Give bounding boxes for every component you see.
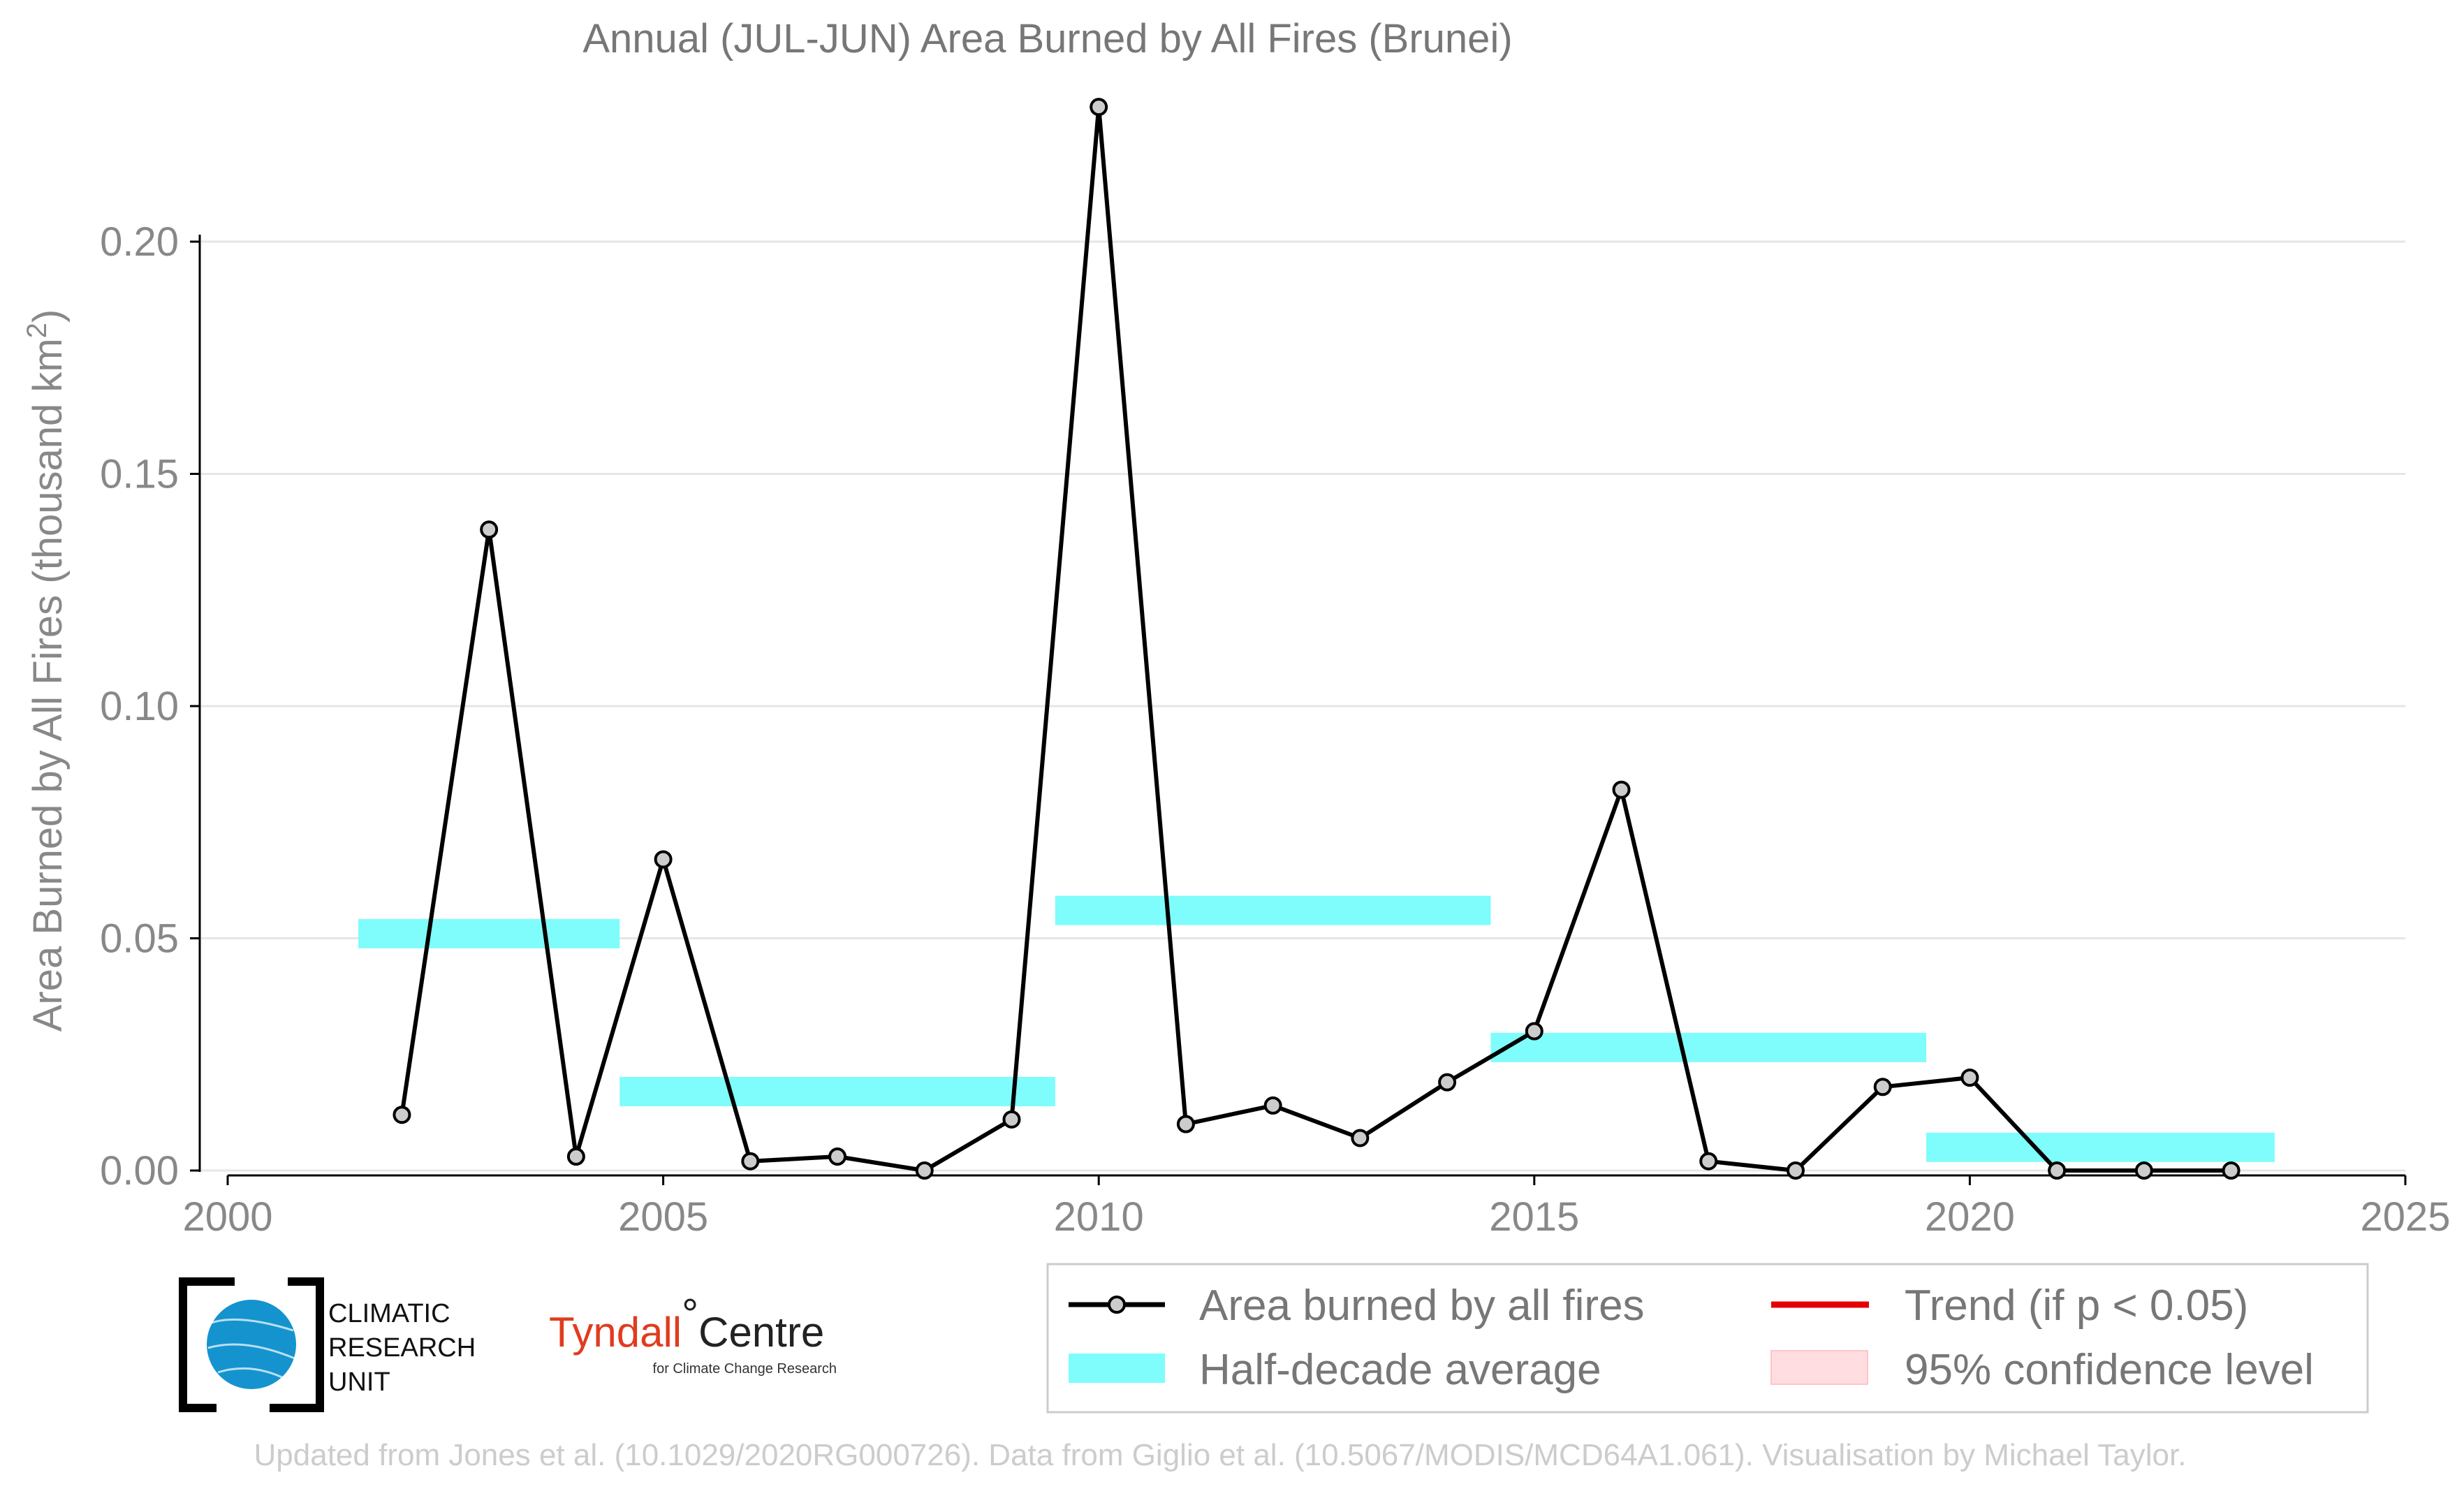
cru-logo: CLIMATIC RESEARCH UNIT [179, 1277, 476, 1412]
series-line [393, 98, 2241, 1180]
chart-title: Annual (JUL-JUN) Area Burned by All Fire… [582, 16, 1512, 61]
cru-text-line2: RESEARCH [328, 1333, 476, 1363]
area-burned-point-2013 [1351, 1129, 1370, 1147]
area-burned-point-2018 [1786, 1161, 1805, 1180]
area-burned-point-2015 [1525, 1022, 1543, 1041]
cru-text-line3: UNIT [328, 1367, 390, 1397]
cru-bracket-left [179, 1277, 235, 1412]
legend-swatch-confidence [1770, 1350, 1868, 1385]
legend-marker-area-burned [1108, 1296, 1126, 1314]
half-decade-bar-3 [1490, 1032, 1927, 1062]
half-decade-bar-4 [1926, 1132, 2275, 1162]
legend-box [1046, 1263, 2369, 1414]
area-burned-point-2012 [1263, 1096, 1282, 1115]
area-burned-point-2023 [2222, 1161, 2241, 1180]
cru-text-line1: CLIMATIC [328, 1299, 450, 1328]
area-burned-point-2021 [2048, 1161, 2067, 1180]
area-burned-point-2017 [1699, 1152, 1718, 1171]
y-tick-label-2: 0.10 [100, 684, 179, 729]
half-decade-bars [358, 895, 2275, 1162]
area-burned-point-2009 [1002, 1110, 1021, 1129]
area-burned-point-2011 [1176, 1115, 1195, 1134]
area-burned-point-2004 [566, 1147, 585, 1166]
half-decade-bar-2 [1055, 895, 1491, 925]
legend-label-half-decade: Half-decade average [1199, 1346, 1601, 1394]
globe-wave-2 [207, 1343, 295, 1360]
half-decade-bar-0 [358, 918, 620, 948]
legend-label-confidence: 95% confidence level [1905, 1346, 2314, 1394]
area-burned-point-2014 [1438, 1073, 1457, 1092]
axes [190, 235, 2407, 1185]
tick-labels: 0.00 0.05 0.10 0.15 0.20 2000 2005 2010 2015 2020… [100, 219, 2450, 1240]
globe-wave-1 [209, 1318, 294, 1332]
legend: Area burned by all fires Trend (if p < 0… [1046, 1263, 2369, 1414]
y-tick-label-1: 0.05 [100, 916, 179, 962]
x-tick-label-4: 2020 [1925, 1194, 2015, 1240]
y-tick-label-4: 0.20 [100, 219, 179, 265]
y-tick-label-0: 0.00 [100, 1148, 179, 1194]
area-burned-point-2019 [1873, 1078, 1892, 1096]
area-burned-point-2008 [915, 1161, 934, 1180]
x-tick-label-5: 2025 [2360, 1194, 2450, 1240]
x-tick-label-1: 2005 [618, 1194, 708, 1240]
globe-wave-3 [217, 1367, 287, 1381]
area-burned-point-2005 [654, 850, 673, 869]
y-axis-label-sup: 2 [22, 323, 52, 338]
globe-icon [207, 1300, 296, 1389]
half-decade-bar-1 [619, 1076, 1055, 1106]
area-burned-point-2022 [2134, 1161, 2153, 1180]
legend-label-trend: Trend (if p < 0.05) [1905, 1282, 2248, 1330]
x-tick-label-0: 2000 [182, 1194, 272, 1240]
y-axis-label-main: Area Burned by All Fires (thousand km [25, 338, 71, 1032]
area-burned-point-2010 [1090, 98, 1108, 117]
y-tick-label-3: 0.15 [100, 452, 179, 497]
y-axis-label: Area Burned by All Fires (thousand km2) [22, 309, 71, 1032]
area-burned-line [399, 105, 2231, 1173]
x-tick-label-2: 2010 [1054, 1194, 1144, 1240]
gridlines [201, 240, 2405, 1172]
tyndall-wordmark: Tyndall°Centre [549, 1291, 824, 1356]
cru-bracket-right [270, 1277, 324, 1412]
legend-swatch-half-decade [1069, 1354, 1165, 1383]
x-tick-label-3: 2015 [1489, 1194, 1579, 1240]
tyndall-subtitle: for Climate Change Research [653, 1361, 837, 1377]
y-axis-label-suffix: ) [25, 309, 71, 323]
area-burned-point-2020 [1960, 1069, 1979, 1087]
area-burned-point-2007 [828, 1147, 847, 1166]
area-burned-point-2003 [480, 520, 499, 539]
tyndall-logo: Tyndall°Centre for Climate Change Resear… [549, 1291, 837, 1377]
area-burned-point-2016 [1612, 780, 1631, 799]
footer-credit: Updated from Jones et al. (10.1029/2020R… [254, 1438, 2187, 1472]
area-burned-point-2006 [741, 1152, 760, 1171]
area-burned-point-2002 [393, 1106, 411, 1124]
legend-label-area-burned: Area burned by all fires [1199, 1282, 1645, 1330]
